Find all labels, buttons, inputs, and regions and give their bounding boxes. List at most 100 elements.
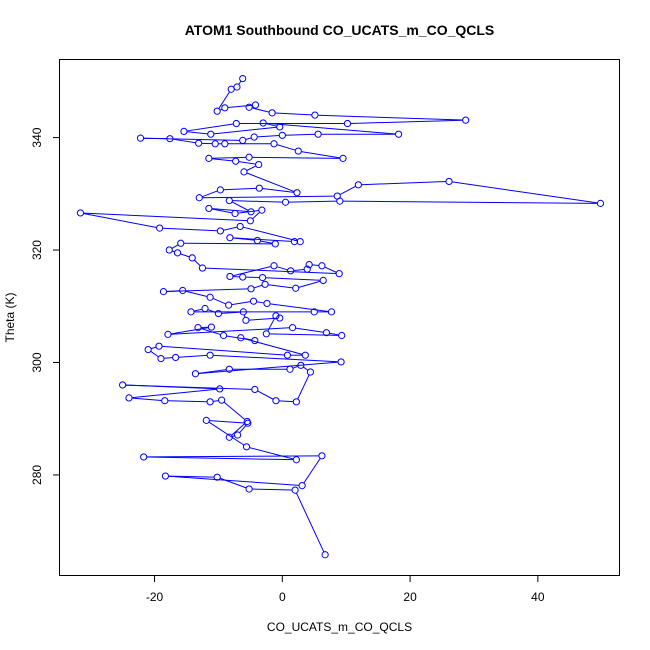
series-line-segment [269, 333, 339, 336]
series-line-segment [361, 181, 446, 186]
series-line-segment [276, 144, 296, 151]
data-point [195, 139, 203, 147]
y-tick-label: 340 [30, 127, 44, 147]
series-line-segment [350, 119, 463, 124]
data-point [294, 147, 302, 155]
series-line-segment [202, 190, 218, 198]
series-line-segment [267, 318, 275, 332]
data-point [319, 276, 327, 284]
data-point [164, 330, 172, 338]
series-line-segment [162, 227, 218, 232]
series-line-segment [194, 259, 201, 267]
series-line-segment [143, 137, 240, 141]
data-point [291, 486, 299, 494]
series-line-segment [238, 161, 256, 165]
data-point [253, 236, 262, 245]
data-point [240, 168, 248, 176]
data-point [140, 453, 148, 461]
data-point [194, 324, 202, 332]
data-point [327, 308, 336, 316]
data-point [251, 101, 260, 109]
data-point [292, 398, 300, 406]
data-point [292, 284, 300, 292]
series-line-segment [268, 284, 293, 289]
data-point [165, 246, 173, 254]
data-point [233, 83, 241, 91]
data-point [251, 385, 259, 394]
data-point [144, 345, 152, 354]
data-point [596, 199, 605, 207]
series-line-segment [202, 195, 335, 199]
data-point [335, 270, 343, 278]
series-line-segment [213, 354, 339, 363]
x-tick-label: 40 [531, 590, 545, 604]
data-point [239, 136, 247, 144]
data-point [318, 262, 326, 270]
data-point [187, 308, 195, 316]
data-point [270, 262, 278, 270]
data-point [136, 134, 145, 142]
data-point [247, 208, 255, 216]
series-line-segment [324, 266, 337, 273]
data-point [206, 293, 214, 301]
series-line-segment [193, 308, 203, 312]
series-line-segment [317, 114, 463, 121]
series-line-segment [168, 475, 215, 478]
series-line-segment [227, 104, 253, 109]
series-line-segment [83, 213, 157, 229]
y-tick-label: 300 [30, 352, 44, 372]
data-point [251, 336, 259, 345]
series-line-segment [83, 212, 248, 222]
series-line-segment [218, 91, 230, 109]
data-point [216, 227, 224, 235]
data-point [155, 342, 163, 350]
data-point [445, 177, 453, 186]
series-line-segment [150, 350, 159, 358]
series-line-segment [170, 327, 209, 335]
series-line-segment [243, 338, 303, 355]
data-point [125, 394, 133, 402]
series-line-segment [303, 366, 309, 371]
data-point [195, 194, 203, 202]
data-point [245, 103, 253, 111]
data-point [268, 109, 276, 117]
data-point [262, 330, 270, 338]
data-point [287, 267, 295, 275]
series-line-segment [223, 401, 246, 420]
data-point [119, 381, 127, 389]
data-point [314, 130, 322, 138]
data-point [234, 431, 242, 439]
data-point [263, 299, 271, 308]
series-line-segment [266, 123, 277, 127]
data-point [219, 331, 228, 340]
series-line-segment [178, 354, 208, 358]
data-point [292, 456, 300, 464]
y-axis: 280 300 320 340 [30, 127, 60, 485]
data-point [245, 153, 253, 161]
y-axis-label: Theta (K) [3, 292, 17, 342]
data-point [207, 130, 215, 138]
data-point [261, 280, 269, 288]
series-line-segment [226, 335, 252, 341]
series-line-segment [231, 301, 251, 306]
data-point [225, 433, 233, 441]
series-line-segment [293, 268, 305, 272]
series-line-segment [223, 226, 238, 231]
series-line-segment [132, 397, 162, 401]
data-point [211, 140, 219, 148]
series-line-segment [211, 156, 247, 159]
y-tick-label: 320 [30, 240, 44, 260]
data-point [225, 301, 233, 309]
series-line-segment [269, 303, 329, 312]
series-line-segment [213, 400, 219, 402]
data-point [239, 273, 247, 281]
data-point [206, 398, 214, 406]
data-point [246, 217, 254, 225]
series-line-segment [172, 138, 196, 144]
chart-title: ATOM1 Southbound CO_UCATS_m_CO_QCLS [185, 22, 495, 38]
data-point [286, 365, 294, 373]
series-line-segment [251, 107, 270, 113]
series-line-segment [253, 284, 263, 289]
series-lines [83, 80, 598, 553]
data-point [343, 119, 352, 128]
